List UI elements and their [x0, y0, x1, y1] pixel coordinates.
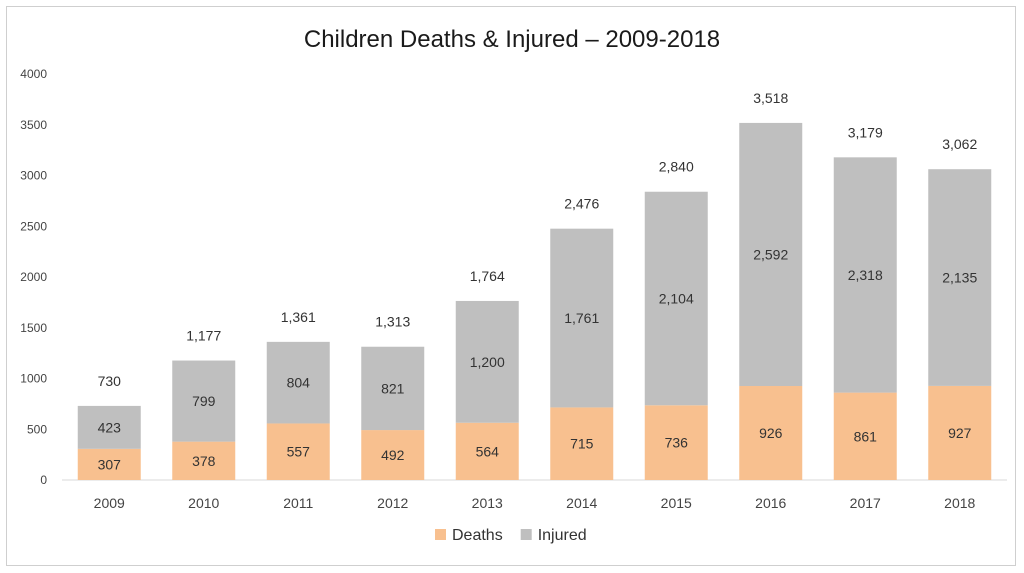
data-label-deaths: 378 [192, 453, 216, 469]
total-label: 1,361 [281, 309, 316, 325]
data-label-injured: 2,104 [659, 291, 694, 307]
total-label: 730 [98, 373, 122, 389]
data-label-injured: 2,135 [942, 270, 977, 286]
y-tick-label: 2500 [20, 219, 47, 233]
bar-deaths-2013 [455, 422, 519, 480]
total-label: 1,313 [375, 314, 410, 330]
data-label-deaths: 736 [665, 435, 689, 451]
data-label-injured: 821 [381, 380, 405, 396]
y-tick-label: 1000 [20, 372, 47, 386]
x-tick-label: 2010 [188, 495, 219, 511]
y-axis: 0 500 1000 1500 2000 2500 3000 3500 4000 [20, 67, 47, 487]
bar-deaths-2017 [833, 392, 897, 480]
chart-title: Children Deaths & Injured – 2009-2018 [304, 26, 720, 53]
data-label-injured: 423 [98, 419, 122, 435]
data-label-deaths: 557 [287, 444, 311, 460]
bars: 307 423 730 378 799 1,177 557 804 1,361 492 821 1,3… [77, 90, 992, 480]
bar-deaths-2010 [172, 441, 236, 480]
data-label-injured: 804 [287, 375, 311, 391]
bar-deaths-2018 [928, 385, 992, 480]
x-tick-label: 2015 [661, 495, 692, 511]
legend-label-deaths: Deaths [452, 527, 503, 544]
x-tick-label: 2013 [472, 495, 503, 511]
bar-injured-2016 [739, 122, 803, 387]
data-label-deaths: 307 [98, 456, 122, 472]
x-tick-label: 2018 [944, 495, 975, 511]
x-axis: 2009 2010 2011 2012 2013 2014 2015 2016 2017 2018 [62, 479, 1007, 511]
total-label: 3,518 [753, 90, 788, 106]
x-tick-label: 2017 [850, 495, 881, 511]
data-label-deaths: 926 [759, 425, 783, 441]
bar-deaths-2016 [739, 386, 803, 480]
bar-injured-2010 [172, 360, 236, 442]
legend-swatch-deaths [435, 529, 446, 540]
bar-injured-2017 [833, 157, 897, 393]
y-tick-label: 500 [27, 422, 47, 436]
data-label-deaths: 927 [948, 425, 972, 441]
total-label: 2,476 [564, 196, 599, 212]
bar-deaths-2009 [77, 448, 141, 480]
y-tick-label: 2000 [20, 270, 47, 284]
legend: Deaths Injured [435, 527, 587, 544]
data-label-deaths: 715 [570, 436, 594, 452]
chart-frame: Children Deaths & Injured – 2009-2018 0 5… [6, 6, 1016, 566]
data-label-injured: 799 [192, 393, 216, 409]
x-tick-label: 2011 [283, 495, 313, 511]
total-label: 1,177 [186, 328, 221, 344]
bar-injured-2012 [361, 346, 425, 431]
y-tick-label: 3000 [20, 169, 47, 183]
bar-injured-2009 [77, 405, 141, 449]
bar-deaths-2011 [266, 423, 330, 480]
bar-injured-2013 [455, 300, 519, 423]
bar-deaths-2014 [550, 407, 614, 480]
y-tick-label: 1500 [20, 321, 47, 335]
data-label-injured: 1,200 [470, 354, 505, 370]
x-tick-label: 2016 [755, 495, 786, 511]
data-label-injured: 2,592 [753, 246, 788, 262]
bar-injured-2014 [550, 228, 614, 408]
data-label-injured: 1,761 [564, 310, 599, 326]
data-label-deaths: 861 [854, 428, 878, 444]
data-label-deaths: 492 [381, 447, 405, 463]
data-label-deaths: 564 [476, 443, 500, 459]
bar-deaths-2012 [361, 430, 425, 480]
total-label: 2,840 [659, 159, 694, 175]
chart: Children Deaths & Injured – 2009-2018 0 5… [20, 26, 1007, 544]
y-tick-label: 4000 [20, 67, 47, 81]
y-tick-label: 3500 [20, 118, 47, 132]
total-label: 1,764 [470, 268, 505, 284]
x-tick-label: 2014 [566, 495, 597, 511]
total-label: 3,062 [942, 136, 977, 152]
bar-injured-2018 [928, 169, 992, 386]
x-tick-label: 2009 [94, 495, 125, 511]
y-tick-label: 0 [40, 473, 47, 487]
bar-injured-2011 [266, 341, 330, 424]
x-tick-label: 2012 [377, 495, 408, 511]
legend-swatch-injured [520, 529, 532, 540]
bar-deaths-2015 [644, 405, 708, 480]
data-label-injured: 2,318 [848, 267, 883, 283]
legend-label-injured: Injured [538, 527, 587, 544]
bar-injured-2015 [644, 191, 708, 406]
total-label: 3,179 [848, 124, 883, 140]
